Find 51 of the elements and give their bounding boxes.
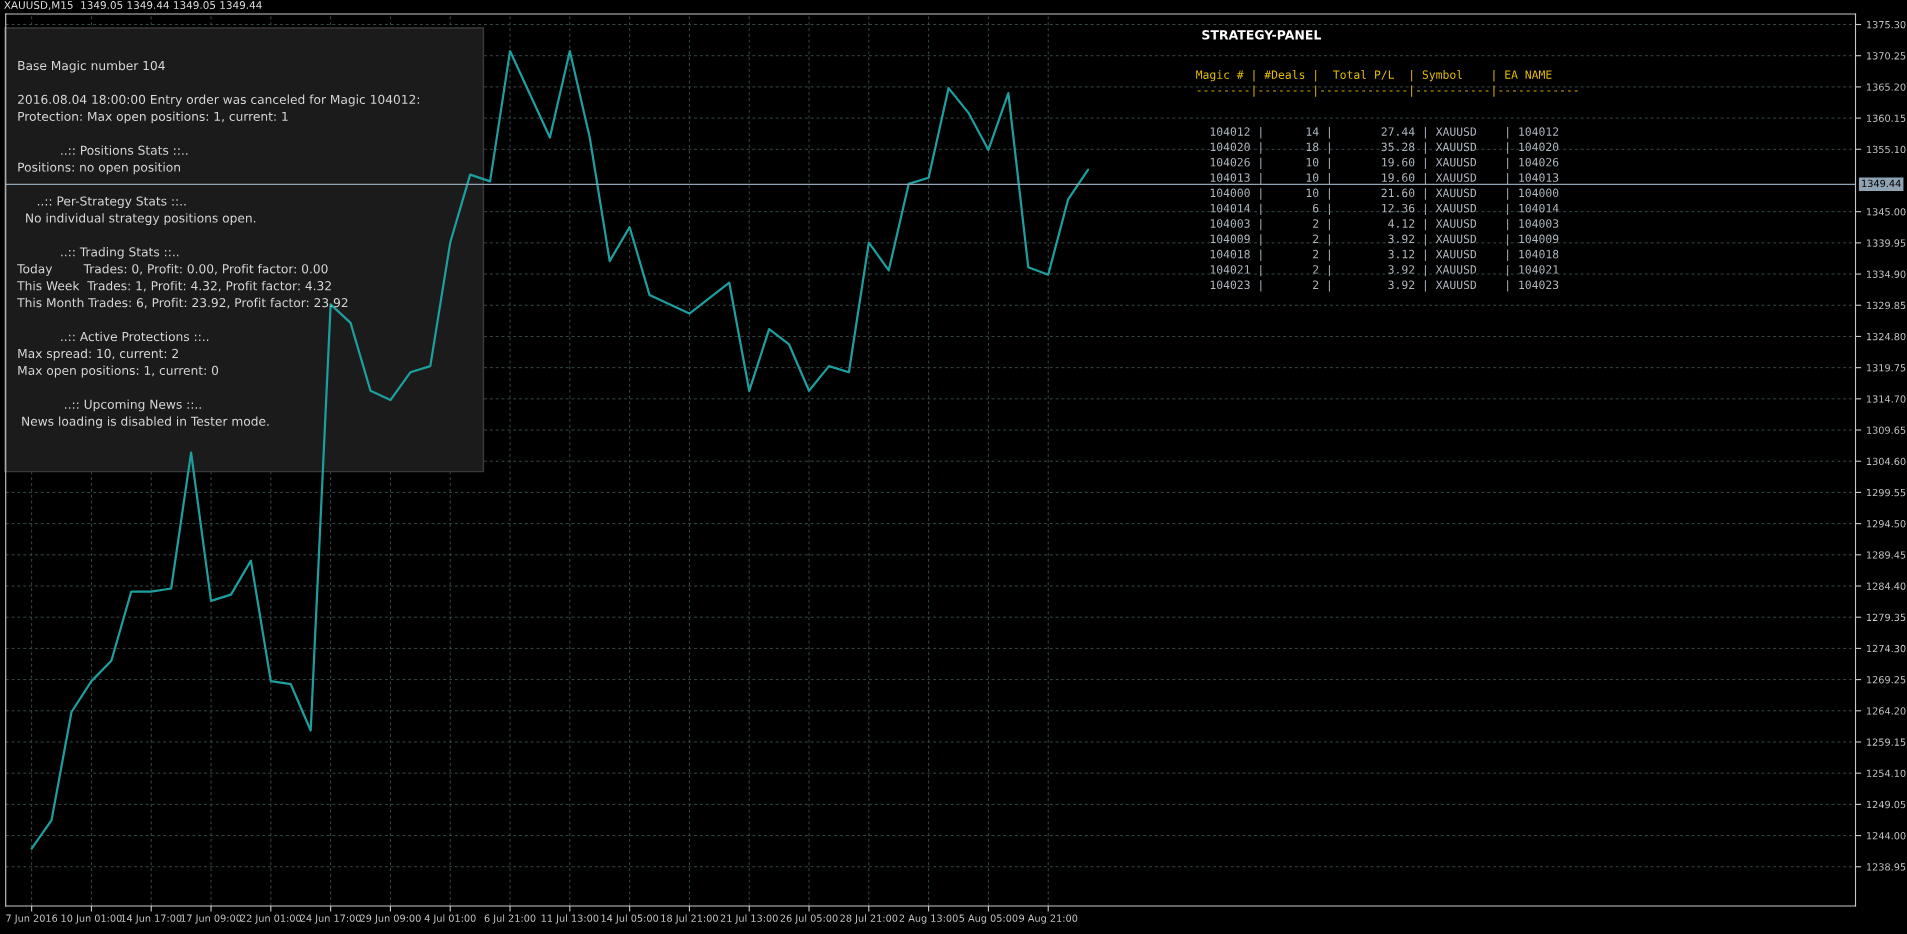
x-tick-label: 26 Jul 05:00 [780,914,838,924]
y-tick-label: 1339.95 [1867,239,1906,247]
y-tick-label: 1238.95 [1867,863,1906,871]
x-tick-label: 17 Jun 09:00 [181,914,242,924]
y-tick-label: 1279.35 [1867,613,1906,622]
y-tick-label: 1299.55 [1867,488,1906,497]
y-tick-label: 1259.15 [1867,738,1906,746]
x-tick-label: 18 Jul 21:00 [661,914,718,924]
x-tick-label: 10 Jun 01:00 [61,914,122,924]
x-tick-label: 14 Jun 17:00 [121,914,182,924]
text: 104012 | 14 | 27.44 | XAUUSD | 104012 104020 | 18 | 35.28 | XAUUSD | 104020 104026 | 10 | 19.60 | XAUUSD | 104026 104013 | 10 | 19.60 | XAUUSD | 104013 104000 | 10 | 21.60 | XAUUSD | 104000 104014 | 6 | 12.36 | XAUUSD | 104014 104003 | 2 | 4.12 | XAUUSD | 104003 104009 | 2 | 3.92 | XAUUSD | 104009 104018 | 2 | 3.12 | XAUUSD | 104018 104021 | 2 | 3.92 | XAUUSD | 104021 104023 | 2 | 3.92 | XAUUSD | 104023 [1210,127,1559,292]
y-tick-label: 1274.30 [1867,644,1906,653]
y-tick-label: 1314.70 [1867,395,1906,403]
y-tick-label: 1309.65 [1867,426,1906,434]
chart-title: XAUUSD,M15 1349.05 1349.44 1349.05 1349.44 [4,1,262,11]
y-tick-label: 1329.85 [1867,301,1906,310]
y-tick-label: 1345.00 [1867,208,1906,216]
y-tick-label: 1360.15 [1867,114,1906,122]
y-tick-label: 1244.00 [1867,832,1906,840]
y-tick-label: 1249.05 [1867,800,1906,809]
x-tick-label: 24 Jun 17:00 [300,914,361,924]
x-tick-label: 5 Aug 05:00 [959,914,1018,924]
ref-line-label: 1349.44 [1862,179,1901,188]
annotation: STRATEGY-PANEL [1202,30,1322,40]
y-tick-label: 1370.25 [1867,52,1906,60]
y-tick-label: 1334.90 [1867,270,1906,278]
x-tick-label: 2 Aug 13:00 [899,914,958,924]
y-tick-label: 1269.25 [1867,676,1906,684]
y-tick-label: 1375.30 [1867,20,1906,29]
x-tick-label: 22 Jun 01:00 [240,914,302,924]
x-tick-label: 6 Jul 21:00 [484,914,536,924]
y-tick-label: 1284.40 [1867,582,1906,590]
y-tick-label: 1264.20 [1867,707,1906,715]
x-tick-label: 4 Jul 01:00 [424,914,476,924]
y-tick-label: 1294.50 [1867,520,1906,528]
y-tick-label: 1254.10 [1867,769,1906,777]
annotation: Magic # | #Deals | Total P/L | Symbol | EA NAME --------|--------|-------------|-----------|------------ [1196,70,1578,97]
y-tick-label: 1289.45 [1867,551,1906,559]
x-tick-label: 28 Jul 21:00 [840,914,898,924]
x-tick-label: 9 Aug 21:00 [1019,914,1078,924]
x-tick-label: 29 Jun 09:00 [360,914,421,924]
y-tick-label: 1319.75 [1867,364,1906,372]
x-tick-label: 7 Jun 2016 [6,914,58,924]
y-tick-label: 1304.60 [1867,457,1906,466]
x-tick-label: 14 Jul 05:00 [601,914,659,924]
y-tick-label: 1365.20 [1867,83,1906,91]
y-tick-label: 1324.80 [1867,332,1906,341]
text: Base Magic number 104 2016.08.04 18:00:00 Entry order was canceled for Magic 104012: Protection: Max open positions: 1, current: 1 ..:: Positions Stats ::.. Positions: no open position ..:: Per-Strategy Stats ::.. No individual strategy positions open. ..:: Trading Stats ::.. Today Trades: 0, Profit: 0.00, Profit factor: 0.00 This Week Trades: 1, Profit: 4.32, Profit factor: 4.32 This Month Trades: 6, Profit: 23.92, Profit factor: 23.92 ..:: Active Protections ::.. Max spread: 10, current: 2 Max open positions: 1, current: 0 ..:: Upcoming News ::.. News loading is disabled in Tester mode. [17,60,420,429]
x-tick-label: 21 Jul 13:00 [720,914,778,924]
y-tick-label: 1355.10 [1867,145,1906,154]
x-tick-label: 11 Jul 13:00 [541,914,599,924]
